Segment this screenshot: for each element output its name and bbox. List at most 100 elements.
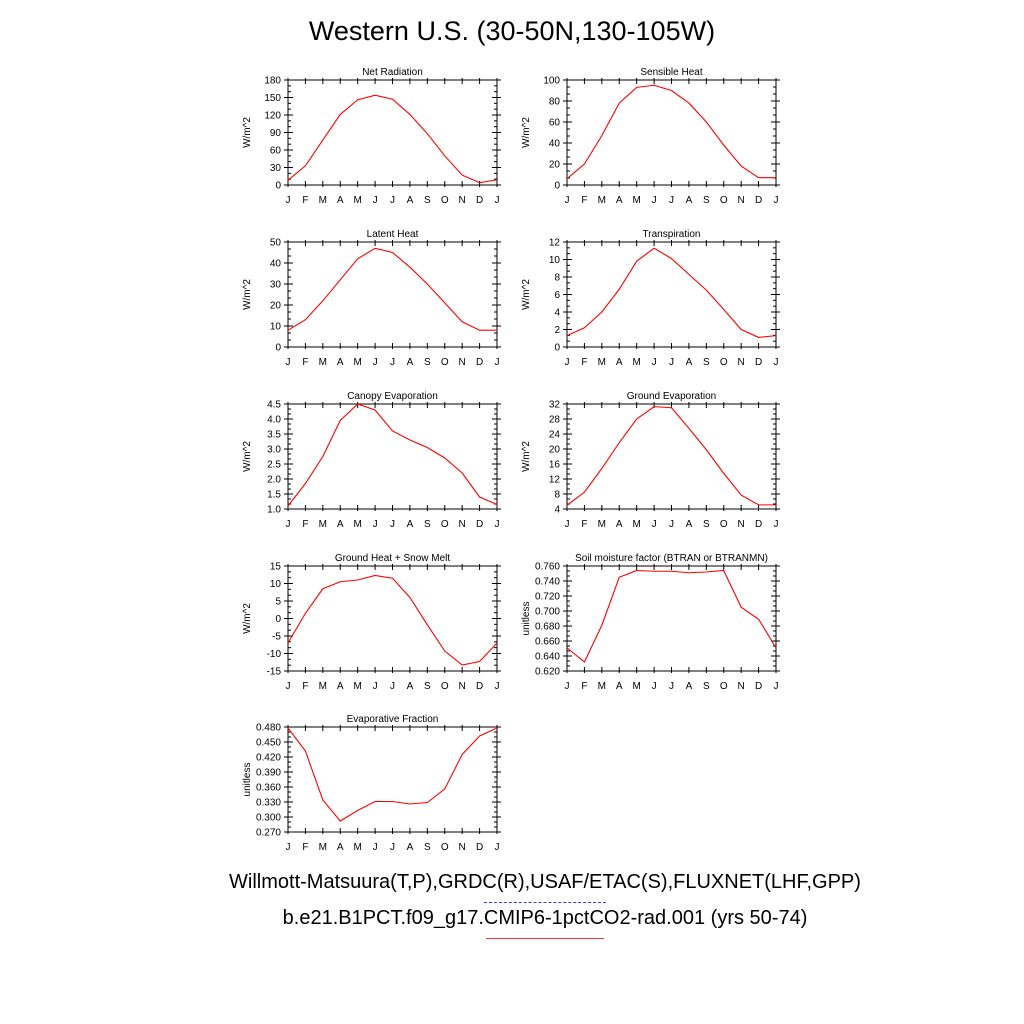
x-tick-label: J xyxy=(565,519,570,530)
x-tick-label: M xyxy=(319,842,327,853)
y-tick-label: 0.620 xyxy=(535,667,560,678)
obs-legend-line xyxy=(484,902,606,903)
x-tick-label: S xyxy=(703,681,710,692)
y-tick-label: 120 xyxy=(264,111,281,122)
x-tick-label: O xyxy=(441,519,449,530)
plot-frame xyxy=(287,565,498,672)
chart-title: Transpiration xyxy=(643,229,701,240)
x-tick-label: M xyxy=(598,357,606,368)
y-tick-label: 12 xyxy=(549,475,561,486)
x-tick-label: J xyxy=(565,357,570,368)
x-tick-label: O xyxy=(441,842,449,853)
footer-obs-label: Willmott-Matsuura(T,P),GRDC(R),USAF/ETAC… xyxy=(229,871,861,893)
y-tick-label: 0.270 xyxy=(256,828,281,839)
x-tick-label: A xyxy=(616,357,623,368)
x-tick-label: D xyxy=(755,519,762,530)
model-series-line xyxy=(566,406,776,506)
y-tick-label: 4 xyxy=(554,505,560,516)
plot-frame xyxy=(566,403,777,510)
y-tick-label: 4 xyxy=(554,308,560,319)
y-axis-label: W/m^2 xyxy=(242,603,253,634)
y-tick-label: 20 xyxy=(549,160,561,171)
x-tick-label: M xyxy=(353,357,361,368)
y-tick-label: 100 xyxy=(543,76,560,87)
x-tick-label: M xyxy=(353,681,361,692)
footer-model-label: b.e21.B1PCT.f09_g17.CMIP6-1pctCO2-rad.00… xyxy=(282,907,808,929)
model-series-line xyxy=(287,403,498,507)
x-tick-label: J xyxy=(495,681,500,692)
y-tick-label: 0.330 xyxy=(256,798,281,809)
y-tick-label: 1.0 xyxy=(267,505,281,516)
x-tick-label: M xyxy=(319,195,327,206)
plot-frame xyxy=(566,565,777,672)
x-tick-label: J xyxy=(286,842,291,853)
y-tick-label: 0.390 xyxy=(256,768,281,779)
y-tick-label: 10 xyxy=(270,579,282,590)
x-tick-label: D xyxy=(755,195,762,206)
y-tick-label: 150 xyxy=(264,93,281,104)
x-tick-label: M xyxy=(319,519,327,530)
y-tick-label: 0.360 xyxy=(256,783,281,794)
y-tick-label: 3.5 xyxy=(267,430,281,441)
y-tick-label: 15 xyxy=(270,562,282,573)
x-tick-label: J xyxy=(286,357,291,368)
y-tick-label: 0 xyxy=(275,343,281,354)
x-tick-label: A xyxy=(686,681,693,692)
x-tick-label: A xyxy=(337,519,344,530)
x-tick-label: A xyxy=(616,681,623,692)
y-tick-label: 2.0 xyxy=(267,475,281,486)
x-tick-label: J xyxy=(286,519,291,530)
x-tick-label: A xyxy=(686,519,693,530)
chart-title: Latent Heat xyxy=(367,229,419,240)
chart-title: Evaporative Fraction xyxy=(347,714,439,725)
y-tick-label: -10 xyxy=(267,649,282,660)
y-tick-label: 0.300 xyxy=(256,813,281,824)
y-axis-label: W/m^2 xyxy=(521,441,532,472)
x-tick-label: S xyxy=(703,357,710,368)
plot-frame xyxy=(287,403,498,510)
x-tick-label: J xyxy=(565,195,570,206)
x-tick-label: O xyxy=(441,195,449,206)
model-series-line xyxy=(566,247,777,338)
y-tick-label: 16 xyxy=(549,460,561,471)
y-axis-label: W/m^2 xyxy=(242,279,253,310)
x-tick-label: O xyxy=(720,681,728,692)
x-tick-label: M xyxy=(632,519,640,530)
y-tick-label: 0.680 xyxy=(535,622,560,633)
x-tick-label: J xyxy=(495,195,500,206)
y-tick-label: 0 xyxy=(275,181,281,192)
y-tick-label: 0.640 xyxy=(535,652,560,663)
y-tick-label: 0 xyxy=(554,181,560,192)
x-tick-label: F xyxy=(581,195,587,206)
x-tick-label: M xyxy=(632,681,640,692)
y-tick-label: 90 xyxy=(270,128,282,139)
y-tick-label: 10 xyxy=(270,322,282,333)
y-axis-label: unitless xyxy=(242,763,253,797)
x-tick-label: J xyxy=(495,357,500,368)
x-tick-label: N xyxy=(459,842,466,853)
x-tick-label: O xyxy=(720,519,728,530)
y-tick-label: 32 xyxy=(549,400,561,411)
x-tick-label: J xyxy=(373,519,378,530)
y-tick-label: 0.480 xyxy=(256,723,281,734)
y-tick-label: 80 xyxy=(549,97,561,108)
x-tick-label: M xyxy=(598,681,606,692)
x-tick-label: M xyxy=(598,195,606,206)
x-tick-label: J xyxy=(669,681,674,692)
x-tick-label: J xyxy=(495,842,500,853)
y-tick-label: 1.5 xyxy=(267,490,281,501)
y-tick-label: 2.5 xyxy=(267,460,281,471)
x-tick-label: N xyxy=(738,519,745,530)
y-tick-label: 0.740 xyxy=(535,577,560,588)
y-tick-label: 5 xyxy=(275,597,281,608)
x-tick-label: M xyxy=(319,681,327,692)
y-tick-label: 60 xyxy=(549,118,561,129)
x-tick-label: D xyxy=(755,357,762,368)
y-axis-label: W/m^2 xyxy=(521,279,532,310)
chart-title: Ground Evaporation xyxy=(627,391,717,402)
